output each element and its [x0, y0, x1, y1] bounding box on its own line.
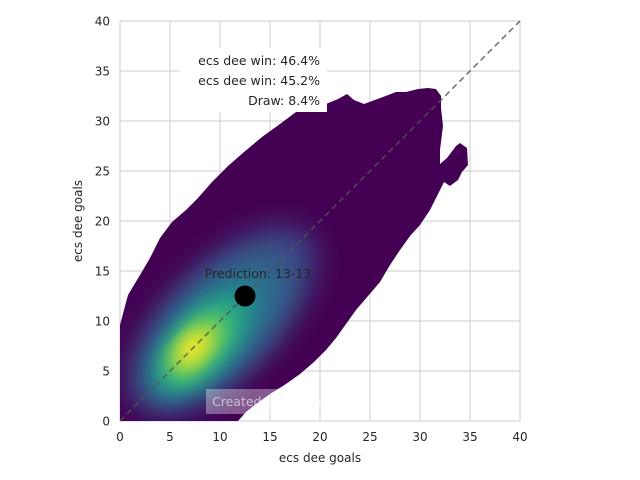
x-tick-label: 35 [462, 430, 477, 444]
watermark: Created by Michael Nefiodovas [212, 394, 406, 409]
watermark-box [206, 389, 278, 414]
y-tick-label: 0 [102, 415, 110, 429]
stat-team-a-win: ecs dee win: 46.4% [198, 53, 320, 68]
x-tick-label: 40 [512, 430, 527, 444]
x-tick-label: 30 [412, 430, 427, 444]
y-tick-label: 15 [95, 265, 110, 279]
stat-team-b-win: ecs dee win: 45.2% [198, 73, 320, 88]
y-tick-label: 5 [102, 365, 110, 379]
y-tick-label: 40 [95, 15, 110, 29]
prediction-point [234, 285, 256, 307]
x-axis-ticks: 0 5 10 15 20 25 30 35 40 [116, 430, 527, 444]
stat-draw: Draw: 8.4% [248, 93, 320, 108]
x-tick-label: 25 [362, 430, 377, 444]
reference-line [119, 20, 521, 422]
x-tick-label: 15 [262, 430, 277, 444]
prediction-label: Prediction: 13-13 [205, 266, 312, 281]
x-tick-label: 20 [312, 430, 327, 444]
stats-box [180, 48, 327, 112]
y-tick-label: 25 [95, 165, 110, 179]
density-field [120, 88, 468, 421]
y-tick-label: 35 [95, 65, 110, 79]
x-tick-label: 0 [116, 430, 124, 444]
x-tick-label: 5 [166, 430, 174, 444]
y-tick-label: 10 [95, 315, 110, 329]
y-axis-label: ecs dee goals [71, 180, 85, 262]
y-tick-label: 20 [95, 215, 110, 229]
y-axis-ticks: 0 5 10 15 20 25 30 35 40 [95, 15, 110, 429]
x-axis-label: ecs dee goals [279, 451, 361, 465]
y-tick-label: 30 [95, 115, 110, 129]
x-tick-label: 10 [212, 430, 227, 444]
